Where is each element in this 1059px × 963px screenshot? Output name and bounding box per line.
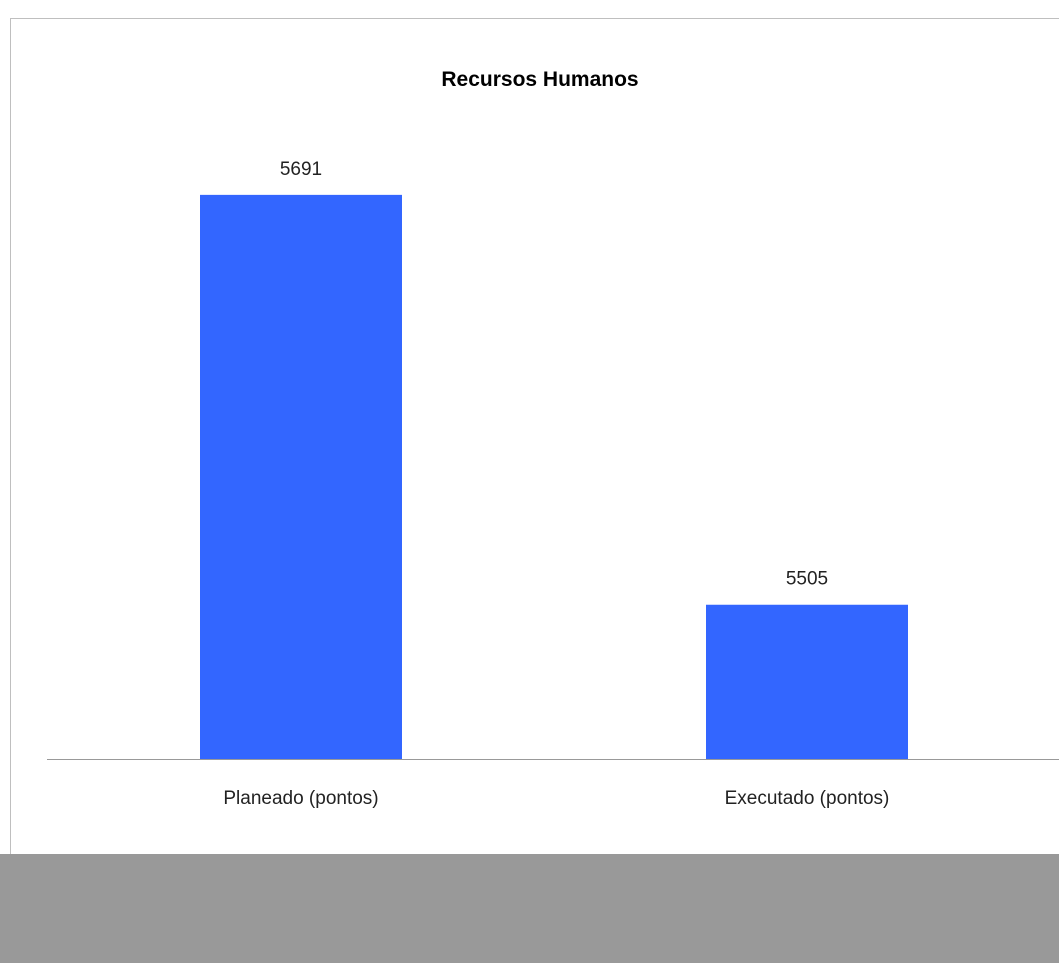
bar-1	[706, 604, 908, 759]
data-labels-layer: 5691 5505	[280, 159, 828, 590]
chart-title: Recursos Humanos	[441, 68, 638, 91]
footer-band	[0, 854, 1059, 963]
x-tick-label-0: Planeado (pontos)	[223, 788, 378, 809]
data-label-0: 5691	[280, 159, 322, 180]
bar-0	[200, 194, 402, 760]
bars-layer	[200, 194, 908, 760]
x-tick-label-1: Executado (pontos)	[725, 788, 890, 809]
data-label-1: 5505	[786, 569, 828, 590]
x-tick-labels-layer: Planeado (pontos) Executado (pontos)	[223, 788, 889, 809]
chart-border	[10, 18, 1059, 959]
